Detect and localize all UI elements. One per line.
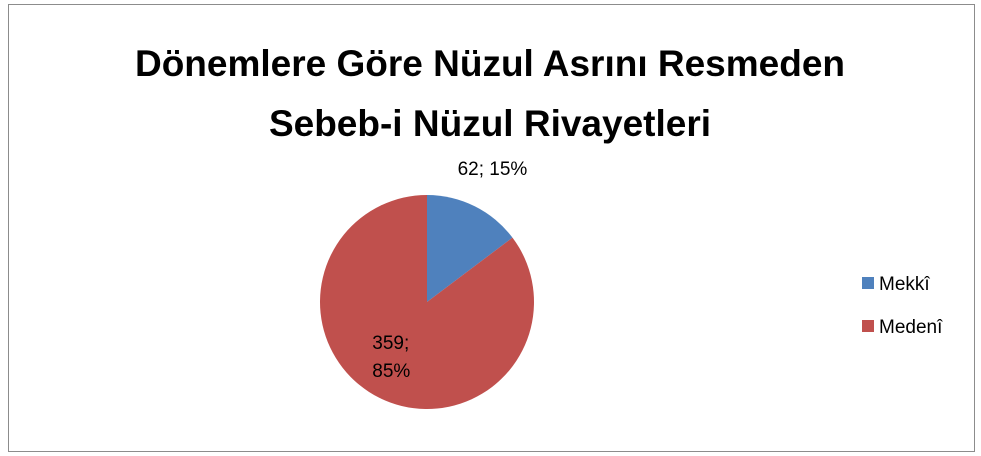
- legend-label: Mekkî: [879, 274, 930, 295]
- pie-slice: [427, 195, 513, 302]
- legend-swatch: [862, 277, 874, 289]
- data-label: 359; 85%: [372, 332, 411, 382]
- legend-label: Medenî: [879, 317, 943, 338]
- chart-title: Dönemlere Göre Nüzul Asrını Resmeden Seb…: [134, 43, 846, 144]
- legend-swatch: [862, 320, 874, 332]
- data-label: 62; 15%: [457, 159, 528, 181]
- pie-slice: [320, 195, 534, 410]
